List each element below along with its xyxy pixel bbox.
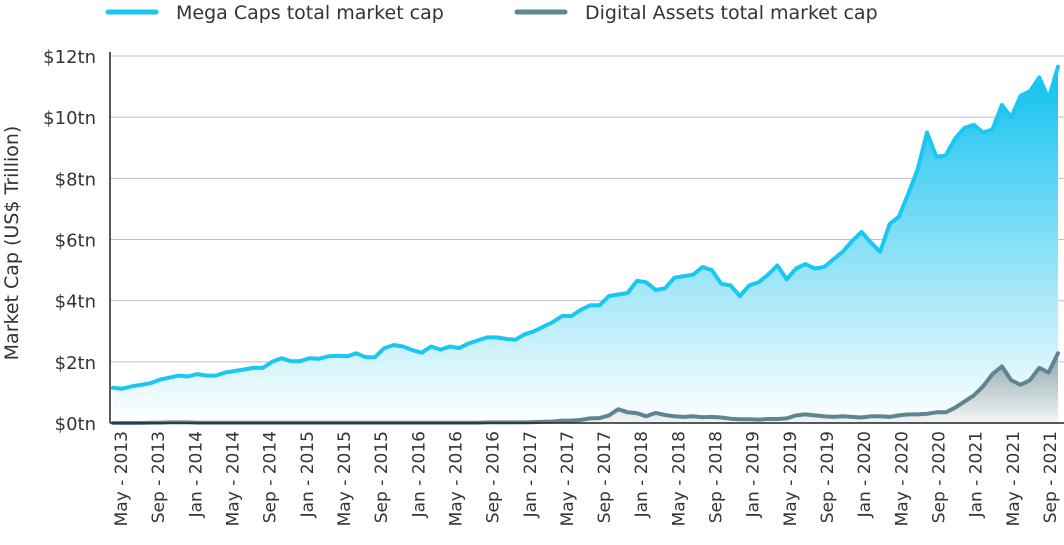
x-tick-label: Jan - 2020: [855, 431, 875, 518]
x-tick-label: May - 2013: [112, 431, 132, 526]
x-tick-label: Jan - 2019: [744, 431, 764, 518]
x-tick-label: Sep - 2018: [707, 431, 727, 523]
x-tick-label: Sep - 2019: [818, 431, 838, 523]
y-axis-label: Market Cap (US$ Trillion): [1, 126, 23, 361]
legend-label: Digital Assets total market cap: [585, 2, 878, 24]
x-tick-label: May - 2018: [669, 431, 689, 526]
x-tick-label: Sep - 2015: [372, 431, 392, 523]
y-tick-label: $12tn: [43, 47, 96, 68]
x-tick-label: Jan - 2016: [409, 431, 429, 518]
y-tick-label: $8tn: [55, 169, 96, 190]
x-tick-label: Jan - 2017: [521, 431, 541, 518]
legend: Mega Caps total market cap Digital Assets…: [105, 2, 878, 24]
y-tick-label: $2tn: [55, 353, 96, 374]
y-tick-label: $4tn: [55, 292, 96, 313]
series-line-0: [111, 64, 1060, 391]
axes: $0tn $2tn $4tn $6tn $8tn $10tn $12tn May - 2013…: [43, 47, 1064, 526]
y-tick-label: $10tn: [43, 108, 96, 129]
x-tick-label: Sep - 2014: [261, 431, 281, 523]
x-tick-label: May - 2015: [335, 431, 355, 526]
legend-label: Mega Caps total market cap: [176, 2, 444, 24]
x-tick-label: Jan - 2014: [186, 431, 206, 518]
y-tick-label: $0tn: [55, 414, 96, 435]
x-tick-label: May - 2016: [446, 431, 466, 526]
x-tick-label: Sep - 2017: [595, 431, 615, 523]
x-tick-label: Jan - 2015: [298, 431, 318, 518]
areas: [111, 64, 1060, 425]
x-tick-label: May - 2020: [892, 431, 912, 526]
x-tick-label: May - 2021: [1004, 431, 1024, 526]
x-tick-label: May - 2019: [781, 431, 801, 526]
y-tick-label: $6tn: [55, 231, 96, 252]
x-tick-label: Sep - 2013: [149, 431, 169, 523]
x-tick-label: Sep - 2021: [1041, 431, 1061, 523]
x-tick-label: Sep - 2016: [484, 431, 504, 523]
x-tick-label: Jan - 2018: [632, 431, 652, 518]
series-area-0: [113, 66, 1058, 423]
x-tick-label: May - 2017: [558, 431, 578, 526]
series-area-1: [113, 353, 1058, 423]
x-tick-label: Jan - 2021: [967, 431, 987, 518]
x-tick-label: Sep - 2020: [930, 431, 950, 523]
x-tick-label: May - 2014: [224, 431, 244, 526]
